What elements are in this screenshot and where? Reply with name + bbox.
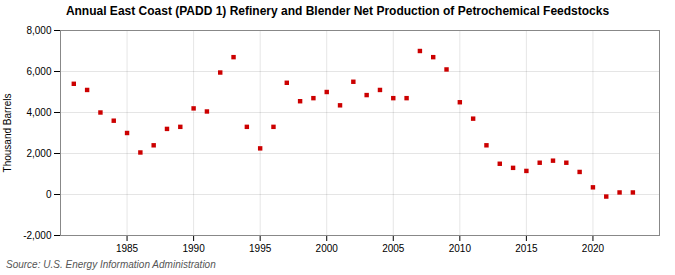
svg-text:2010: 2010	[449, 243, 472, 254]
svg-text:6,000: 6,000	[26, 66, 51, 77]
svg-text:2015: 2015	[515, 243, 538, 254]
svg-text:2005: 2005	[382, 243, 405, 254]
svg-text:2,000: 2,000	[26, 148, 51, 159]
svg-text:1990: 1990	[182, 243, 205, 254]
html-text:Annual East Coast (PADD 1) Ref: Annual East Coast (PADD 1) Refinery and …	[65, 4, 610, 18]
svg-text:1985: 1985	[116, 243, 139, 254]
svg-text:0: 0	[46, 189, 52, 200]
svg-text:4,000: 4,000	[26, 107, 51, 118]
svg-text:8,000: 8,000	[26, 25, 51, 36]
svg-text:1995: 1995	[249, 243, 272, 254]
svg-text:2000: 2000	[316, 243, 339, 254]
svg-text:-2,000: -2,000	[23, 230, 52, 241]
svg-text:2020: 2020	[582, 243, 605, 254]
svg-text:Thousand Barrels: Thousand Barrels	[2, 94, 13, 173]
html-text:Source: U.S. Energy Informatio: Source: U.S. Energy Information Administ…	[6, 259, 216, 270]
